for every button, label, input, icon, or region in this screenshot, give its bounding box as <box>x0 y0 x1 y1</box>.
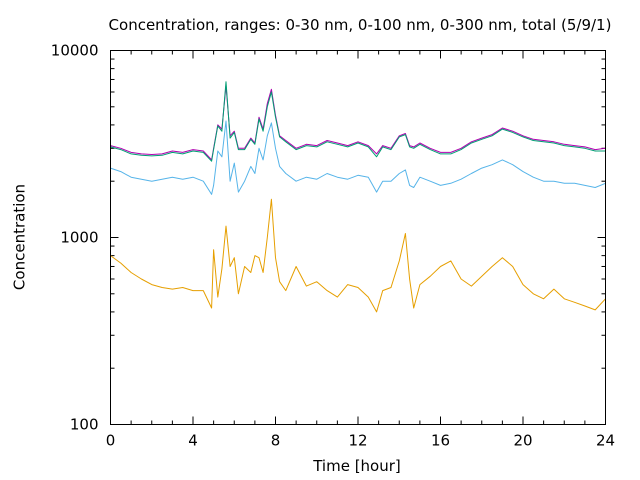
series-line-2 <box>110 81 606 162</box>
series-line-4 <box>110 198 606 313</box>
x-axis-label: Time [hour] <box>312 457 401 475</box>
x-tick-label: 24 <box>596 432 615 450</box>
x-tick-label: 20 <box>513 432 532 450</box>
x-tick-label: 12 <box>348 432 367 450</box>
series-line-3 <box>110 120 606 195</box>
x-tick-label: 0 <box>106 432 116 450</box>
series-line-1 <box>110 85 606 161</box>
axis-ticks: 0 4 8 12 16 20 24 100 1000 10000 <box>51 42 615 450</box>
chart-title: Concentration, ranges: 0-30 nm, 0-100 nm… <box>109 16 612 34</box>
y-tick-label: 1000 <box>60 229 98 247</box>
x-tick-label: 16 <box>431 432 450 450</box>
series-layer <box>110 81 606 313</box>
y-axis-label: Concentration <box>11 184 29 290</box>
x-tick-label: 4 <box>188 432 198 450</box>
y-tick-label: 100 <box>70 416 99 434</box>
plot-frame <box>110 50 606 425</box>
x-tick-label: 8 <box>271 432 281 450</box>
y-tick-label: 10000 <box>51 42 99 60</box>
